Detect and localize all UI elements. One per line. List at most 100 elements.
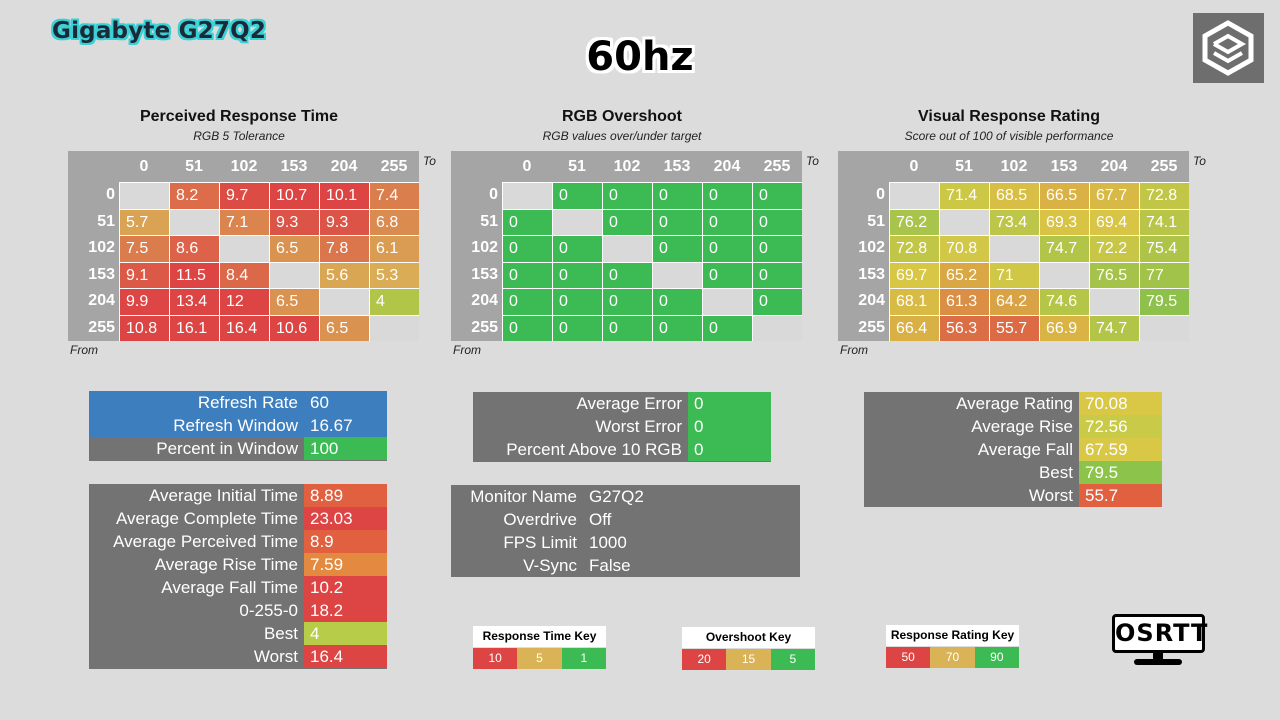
stat-label: Worst (253, 647, 298, 666)
stat-row: Best 79.5 (864, 461, 1162, 484)
column-header: 0 (119, 151, 169, 182)
chart-subtitle: Score out of 100 of visible performance (904, 129, 1114, 143)
heatmap-cell: 0 (703, 183, 752, 209)
heatmap-cell: 9.9 (120, 289, 169, 315)
column-header: 0 (502, 151, 552, 182)
heatmap-cell: 0 (553, 183, 602, 209)
stat-value: 16.67 (304, 414, 387, 437)
stat-label: Average Initial Time (149, 486, 298, 505)
heatmap-cell: 6.1 (370, 236, 419, 262)
stat-value: 70.08 (1079, 392, 1162, 415)
stat-row: Average Initial Time 8.89 (89, 484, 387, 507)
heatmap-cell: 76.2 (890, 209, 939, 235)
stat-value: 8.9 (304, 530, 387, 553)
stat-value: 0 (688, 438, 771, 461)
heatmap-cell (940, 209, 989, 235)
heatmap-cell (603, 236, 652, 262)
heatmap-cell: 66.9 (1040, 315, 1089, 341)
response-time-key: Response Time Key 10 5 1 (473, 626, 606, 670)
stat-row: Average Fall 67.59 (864, 438, 1162, 461)
stat-row: Average Rise 72.56 (864, 415, 1162, 438)
heatmap-cell: 12 (220, 289, 269, 315)
rgb-overshoot-chart: RGB Overshoot RGB values over/under targ… (451, 106, 821, 361)
stat-value: 16.4 (304, 645, 387, 668)
stat-value: 79.5 (1079, 461, 1162, 484)
row-header: 0 (68, 182, 119, 209)
heatmap-cell: 71.4 (940, 183, 989, 209)
chart-title: Visual Response Rating (918, 108, 1100, 125)
stat-value: Off (589, 510, 612, 529)
stat-value: 100 (304, 437, 387, 460)
stat-label: Refresh Window (89, 414, 304, 437)
stat-row: Refresh Window 16.67 (89, 414, 387, 437)
column-header: 255 (369, 151, 419, 182)
key-cell: 20 (682, 649, 727, 670)
heatmap-cell: 6.5 (270, 236, 319, 262)
row-header: 204 (451, 288, 502, 315)
stat-row: Percent Above 10 RGB 0 (473, 438, 771, 461)
stat-row: Overdrive Off (451, 508, 800, 531)
cube-logo-icon (1202, 20, 1254, 76)
heatmap-cell: 69.3 (1040, 209, 1089, 235)
key-title: Response Time Key (473, 626, 606, 647)
stat-label: Average Perceived Time (113, 532, 298, 551)
heatmap-cell: 0 (653, 183, 702, 209)
stat-row: Average Complete Time 23.03 (89, 507, 387, 530)
chart-subtitle: RGB values over/under target (542, 129, 702, 143)
row-header: 0 (838, 182, 889, 209)
heatmap-cell: 8.4 (220, 262, 269, 288)
heatmap-cell: 13.4 (170, 289, 219, 315)
chart-title: RGB Overshoot (561, 108, 682, 125)
key-cell: 10 (473, 648, 518, 669)
heatmap-cell: 66.4 (890, 315, 939, 341)
heatmap-cell: 0 (553, 236, 602, 262)
osrtt-logo-base-icon (1134, 659, 1182, 665)
column-header: 204 (1089, 151, 1139, 182)
heatmap-cell (890, 183, 939, 209)
heatmap-cell (170, 209, 219, 235)
stat-value: 8.89 (304, 484, 387, 507)
stat-row: Average Error 0 (473, 392, 771, 415)
response-rating-key: Response Rating Key 50 70 90 (886, 625, 1019, 669)
row-header: 102 (451, 235, 502, 262)
heatmap-cell: 0 (503, 262, 552, 288)
row-header: 0 (451, 182, 502, 209)
axis-label-from: From (840, 343, 868, 357)
stat-value: 18.2 (304, 599, 387, 622)
key-cell: 5 (517, 648, 562, 669)
overshoot-key: Overshoot Key 20 15 5 (682, 627, 815, 671)
key-cell: 50 (886, 647, 931, 668)
heatmap-cell (270, 262, 319, 288)
stat-value: 23.03 (304, 507, 387, 530)
heatmap-cell: 7.1 (220, 209, 269, 235)
column-header: 51 (939, 151, 989, 182)
heatmap-cell: 75.4 (1140, 236, 1189, 262)
stat-label: 0-255-0 (239, 601, 298, 620)
heatmap-cell: 55.7 (990, 315, 1039, 341)
response-time-table: Average Initial Time 8.89 Average Complete… (89, 484, 387, 669)
key-title: Response Rating Key (886, 625, 1019, 646)
heatmap-grid: 0 51 102 153 204 255 0 8.2 9.7 10.7 10.1 7.4 51 5.7 7.… (68, 151, 419, 341)
stat-value: 60 (304, 391, 387, 414)
heatmap-cell: 7.8 (320, 236, 369, 262)
stat-row: Percent in Window 100 (89, 437, 387, 460)
perceived-response-time-chart: Perceived Response Time RGB 5 Tolerance … (68, 106, 438, 361)
row-header: 153 (451, 261, 502, 288)
heatmap-cell: 9.3 (320, 209, 369, 235)
stat-value: 72.56 (1079, 415, 1162, 438)
heatmap-cell: 0 (503, 209, 552, 235)
stat-value: 4 (304, 622, 387, 645)
stat-row: Average Fall Time 10.2 (89, 576, 387, 599)
column-header: 102 (602, 151, 652, 182)
heatmap-cell: 67.7 (1090, 183, 1139, 209)
stat-value: 1000 (589, 533, 627, 552)
stat-label: Worst Error (595, 417, 682, 436)
heatmap-cell: 0 (603, 289, 652, 315)
row-header: 204 (68, 288, 119, 315)
heatmap-cell: 69.4 (1090, 209, 1139, 235)
heatmap-cell: 16.4 (220, 315, 269, 341)
row-header: 255 (68, 314, 119, 341)
column-header: 51 (552, 151, 602, 182)
heatmap-cell: 56.3 (940, 315, 989, 341)
stat-row: Average Rise Time 7.59 (89, 553, 387, 576)
